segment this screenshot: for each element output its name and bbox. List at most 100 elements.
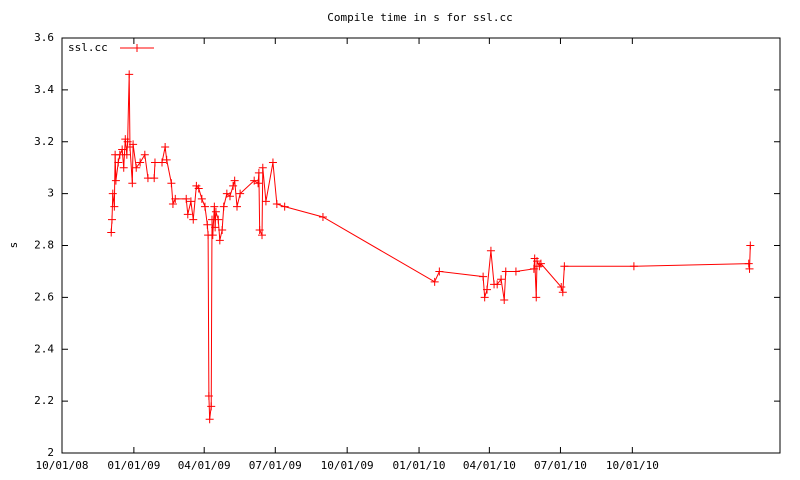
point-marker	[207, 402, 216, 411]
y-tick-label: 3.6	[34, 31, 54, 44]
point-marker	[162, 155, 171, 164]
legend-label: ssl.cc	[68, 41, 108, 54]
point-marker	[254, 168, 263, 177]
point-marker	[486, 246, 495, 255]
point-marker	[186, 197, 195, 206]
series-line	[110, 74, 751, 420]
point-marker	[208, 231, 217, 240]
point-marker	[183, 210, 192, 219]
point-marker	[233, 202, 242, 211]
point-marker	[268, 158, 277, 167]
point-marker	[211, 207, 220, 216]
x-tick-label: 01/01/10	[393, 459, 446, 472]
point-marker	[167, 179, 176, 188]
point-marker	[560, 262, 569, 271]
x-tick-label: 10/01/08	[36, 459, 89, 472]
y-tick-label: 3	[47, 187, 54, 200]
point-marker	[744, 259, 753, 268]
point-marker	[225, 192, 234, 201]
point-marker	[236, 189, 245, 198]
y-tick-label: 2.4	[34, 342, 54, 355]
point-marker	[280, 202, 289, 211]
point-marker	[501, 267, 510, 276]
point-marker	[261, 197, 270, 206]
point-marker	[479, 272, 488, 281]
point-marker	[114, 158, 123, 167]
point-marker	[128, 179, 137, 188]
point-marker	[125, 70, 134, 79]
x-tick-label: 07/01/09	[249, 459, 302, 472]
point-marker	[219, 202, 228, 211]
point-marker	[136, 158, 145, 167]
point-marker	[214, 215, 223, 224]
point-marker	[629, 262, 638, 271]
point-marker	[218, 225, 227, 234]
point-marker	[119, 163, 128, 172]
point-marker	[118, 145, 127, 154]
point-marker	[182, 194, 191, 203]
point-marker	[272, 200, 281, 208]
point-marker	[255, 225, 264, 234]
point-marker	[158, 158, 167, 167]
y-tick-label: 3.4	[34, 83, 54, 96]
point-marker	[500, 295, 509, 304]
x-tick-label: 10/01/09	[321, 459, 374, 472]
point-marker	[435, 267, 444, 276]
point-marker	[168, 200, 177, 208]
point-marker	[258, 231, 267, 240]
y-tick-label: 2.8	[34, 239, 54, 252]
y-tick-label: 2.2	[34, 394, 54, 407]
plot-frame	[61, 37, 781, 454]
x-tick-label: 07/01/10	[534, 459, 587, 472]
point-marker	[745, 264, 754, 273]
point-marker	[140, 150, 149, 159]
point-marker	[115, 150, 124, 159]
y-tick-label: 2	[47, 446, 54, 459]
point-marker	[107, 228, 116, 237]
point-marker	[197, 194, 206, 203]
point-marker	[211, 223, 220, 232]
point-marker	[558, 288, 567, 297]
point-marker	[111, 176, 120, 185]
point-marker	[205, 415, 214, 424]
point-marker	[171, 194, 180, 203]
x-tick-label: 01/01/09	[107, 459, 160, 472]
point-marker	[129, 140, 138, 149]
chart-title: Compile time in s for ssl.cc	[327, 11, 512, 24]
point-marker	[189, 215, 198, 224]
point-marker	[108, 215, 117, 224]
point-marker	[254, 179, 263, 188]
point-marker	[536, 259, 545, 268]
point-marker	[318, 212, 327, 221]
point-marker	[229, 181, 238, 190]
point-marker	[132, 163, 141, 172]
point-marker	[210, 202, 219, 211]
point-marker	[108, 189, 117, 198]
point-marker	[511, 267, 520, 276]
point-marker	[200, 202, 209, 211]
point-marker	[258, 163, 267, 172]
point-marker	[493, 280, 502, 289]
x-tick-label: 04/01/10	[463, 459, 516, 472]
point-marker	[161, 142, 170, 151]
point-marker	[150, 174, 159, 183]
legend-marker	[133, 44, 141, 52]
point-marker	[557, 283, 566, 291]
point-marker	[150, 158, 159, 167]
point-marker	[110, 202, 119, 211]
point-marker	[532, 293, 541, 302]
point-marker	[480, 293, 489, 302]
point-marker	[194, 184, 203, 193]
point-marker	[203, 220, 212, 229]
point-marker	[430, 277, 439, 286]
point-marker	[123, 137, 132, 146]
y-tick-label: 2.6	[34, 290, 54, 303]
y-tick-label: 3.2	[34, 135, 54, 148]
point-marker	[529, 264, 538, 273]
y-axis-label: s	[7, 242, 20, 249]
point-marker	[497, 275, 506, 284]
point-marker	[483, 285, 492, 294]
point-marker	[230, 176, 239, 185]
